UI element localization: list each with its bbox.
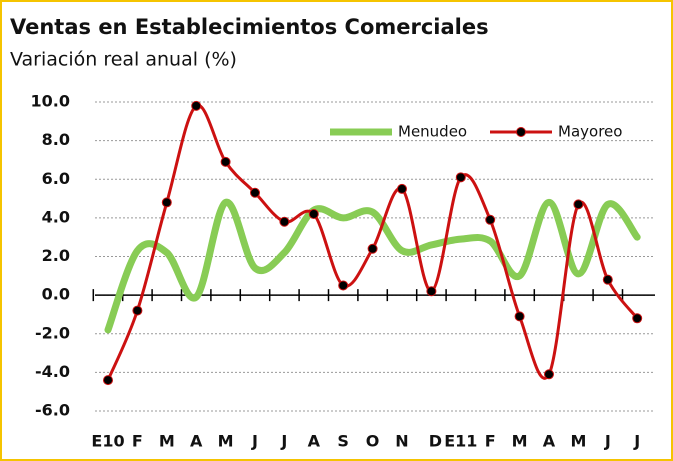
marker	[455, 172, 466, 183]
x-tick-label: J	[604, 432, 611, 451]
legend-label: Menudeo	[398, 123, 467, 141]
marker	[308, 209, 319, 220]
legend-label: Mayoreo	[558, 123, 622, 141]
x-tick-label: O	[366, 432, 380, 451]
y-tick-label: 4.0	[42, 207, 70, 226]
marker	[602, 274, 613, 285]
x-tick-label: A	[190, 432, 203, 451]
legend-marker	[516, 127, 526, 137]
x-tick-label: S	[337, 432, 349, 451]
marker	[191, 100, 202, 111]
chart-subtitle: Variación real anual (%)	[10, 49, 237, 71]
x-tick-label: F	[132, 432, 143, 451]
marker	[397, 183, 407, 194]
x-tick-label: F	[485, 432, 496, 451]
marker	[514, 311, 525, 322]
x-tick-label: N	[395, 432, 408, 451]
y-tick-label: 10.0	[31, 92, 70, 111]
x-tick-label: J	[633, 432, 640, 451]
y-tick-label: 6.0	[42, 169, 70, 188]
series-line	[104, 198, 641, 334]
y-tick-label: -2.0	[35, 323, 70, 342]
marker	[632, 313, 643, 324]
chart-title: Ventas en Establecimientos Comerciales	[10, 15, 489, 39]
series-line	[106, 104, 639, 382]
x-tick-label: A	[308, 432, 321, 451]
marker	[220, 156, 231, 167]
x-tick-label: J	[251, 432, 258, 451]
marker	[544, 369, 554, 380]
x-tick-label: M	[218, 432, 234, 451]
marker	[103, 375, 113, 386]
marker	[367, 243, 378, 254]
x-tick-label: J	[280, 432, 287, 451]
marker	[161, 197, 172, 208]
marker	[132, 305, 143, 316]
y-tick-label: 8.0	[42, 130, 70, 149]
y-tick-label: -6.0	[35, 401, 70, 420]
marker	[573, 199, 584, 210]
x-tick-label: M	[570, 432, 586, 451]
x-tick-label: A	[543, 432, 556, 451]
y-tick-label: 2.0	[42, 246, 70, 265]
marker	[485, 214, 496, 225]
marker	[279, 216, 290, 227]
x-tick-label: M	[159, 432, 175, 451]
marker	[338, 280, 349, 291]
x-tick-label: M	[512, 432, 528, 451]
y-tick-label: -4.0	[35, 362, 70, 381]
marker	[426, 286, 437, 297]
y-tick-label: 0.0	[42, 285, 70, 304]
x-tick-label: E11	[444, 432, 477, 451]
marker	[250, 187, 260, 198]
x-tick-label: E10	[91, 432, 124, 451]
x-tick-label: D	[429, 432, 442, 451]
